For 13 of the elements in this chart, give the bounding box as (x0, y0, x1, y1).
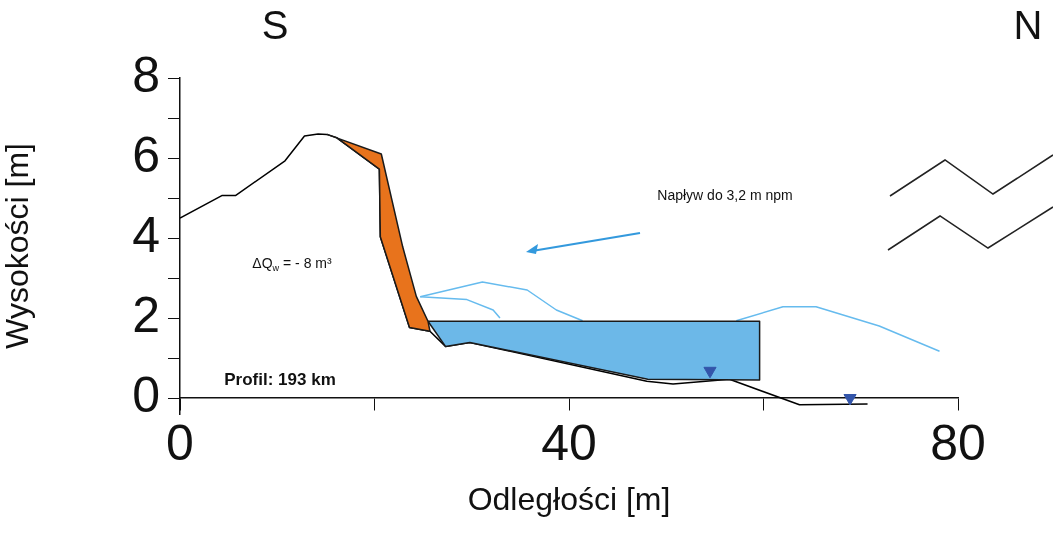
x-axis-title: Odległości [m] (467, 481, 671, 518)
y-tick-label: 4 (132, 206, 160, 263)
y-axis-title: Wysokości [m] (0, 143, 36, 349)
y-tick-label: 8 (132, 46, 160, 103)
x-tick-label: 40 (541, 414, 597, 471)
y-tick-label: 0 (132, 366, 160, 423)
y-tick-label: 2 (132, 286, 160, 343)
text: N (1013, 3, 1043, 48)
annotation: Napływ do 3,2 m npm (657, 186, 793, 203)
y-tick-label: 6 (132, 126, 160, 183)
text: S (261, 3, 289, 48)
annotation: Profil: 193 km (224, 369, 336, 389)
x-tick-label: 80 (930, 414, 986, 471)
